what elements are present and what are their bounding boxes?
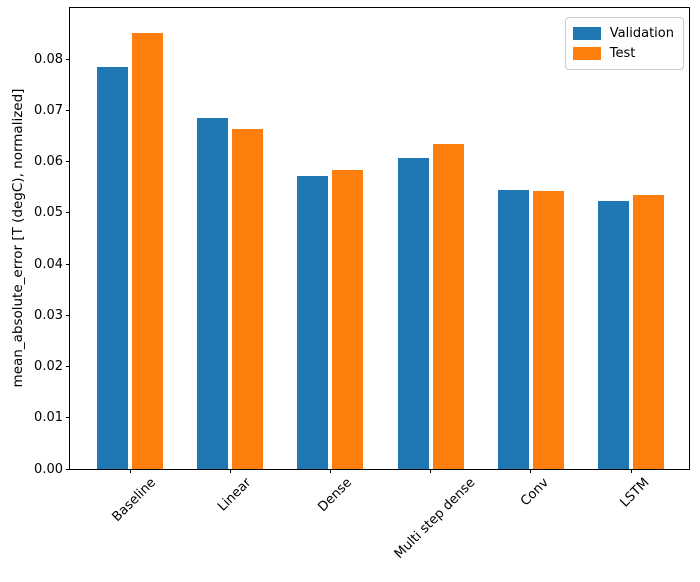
- y-tick-mark: [66, 109, 70, 111]
- bar-test-multi-step-dense: [432, 144, 464, 469]
- y-tick-label: 0.02: [34, 359, 63, 375]
- y-tick-mark: [66, 263, 70, 265]
- plot-area: Validation Test 0.00 0.01 0.02 0.03 0.04 0.05…: [34, 7, 690, 562]
- y-tick-label: 0.06: [34, 154, 63, 170]
- x-tick-label: LSTM: [617, 475, 653, 511]
- x-tick-label: Dense: [315, 475, 355, 515]
- y-tick-label: 0.05: [34, 205, 63, 221]
- bar-test-lstm: [633, 195, 664, 469]
- legend-label-test: Test: [609, 46, 636, 61]
- y-tick-mark: [66, 58, 70, 60]
- x-tick-mark: [129, 469, 131, 473]
- y-tick-mark: [66, 468, 70, 470]
- bar-validation-linear: [197, 117, 229, 469]
- bar-validation-dense: [297, 175, 329, 469]
- y-tick-mark: [66, 161, 70, 163]
- x-tick-mark: [430, 469, 432, 473]
- legend-entry-validation: Validation: [572, 26, 674, 41]
- x-tick-label: Baseline: [109, 475, 160, 525]
- y-tick-label: 0.01: [34, 410, 63, 426]
- x-tick-label: Conv: [518, 475, 553, 510]
- legend: Validation Test: [564, 17, 684, 70]
- y-tick-label: 0.04: [34, 256, 63, 272]
- test-swatch: [572, 47, 601, 60]
- bar-test-baseline: [132, 32, 163, 469]
- x-tick-label: Multi step dense: [392, 475, 479, 562]
- y-tick-mark: [66, 314, 70, 316]
- legend-entry-test: Test: [572, 46, 674, 61]
- validation-swatch: [572, 27, 601, 40]
- bar-test-linear: [232, 129, 264, 469]
- x-tick-mark: [630, 469, 632, 473]
- bar-validation-conv: [497, 189, 529, 469]
- y-tick-label: 0.07: [34, 102, 63, 118]
- y-tick-mark: [66, 212, 70, 214]
- y-tick-label: 0.08: [34, 51, 63, 67]
- bar-test-dense: [332, 169, 364, 469]
- legend-label-validation: Validation: [609, 26, 674, 41]
- x-tick-mark: [229, 469, 231, 473]
- bar-validation-lstm: [598, 200, 629, 469]
- x-tick-mark: [530, 469, 532, 473]
- y-tick-label: 0.00: [34, 461, 63, 477]
- y-axis-label: mean_absolute_error [T (degC), normalize…: [10, 88, 26, 388]
- bar-validation-multi-step-dense: [397, 158, 429, 469]
- y-tick-mark: [66, 417, 70, 419]
- x-tick-mark: [329, 469, 331, 473]
- bar-validation-baseline: [97, 66, 128, 469]
- x-tick-label: Linear: [215, 475, 255, 515]
- y-tick-mark: [66, 366, 70, 368]
- bar-test-conv: [532, 190, 564, 469]
- y-tick-label: 0.03: [34, 307, 63, 323]
